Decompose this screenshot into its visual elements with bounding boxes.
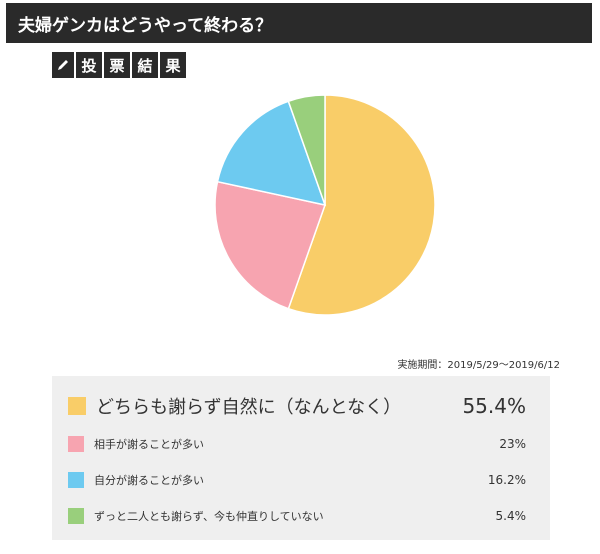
pie-chart — [214, 94, 436, 316]
survey-period: 実施期間：2019/5/29〜2019/6/12 — [397, 360, 560, 371]
legend-item-2: 相手が謝ることが多い 23% — [68, 426, 526, 462]
legend-swatch-1 — [68, 397, 86, 415]
legend-swatch-3 — [68, 472, 84, 488]
legend-swatch-2 — [68, 436, 84, 452]
legend-value-4: 5.4% — [495, 509, 527, 523]
legend: どちらも謝らず自然に（なんとなく） 55.4% 相手が謝ることが多い 23% 自… — [52, 376, 550, 540]
legend-label-4: ずっと二人とも謝らず、今も仲直りしていない — [94, 510, 324, 523]
pencil-icon — [52, 52, 74, 78]
badge-char-3: 結 — [132, 52, 158, 78]
legend-label-1: どちらも謝らず自然に（なんとなく） — [96, 397, 402, 418]
badge-char-2: 票 — [104, 52, 130, 78]
legend-swatch-4 — [68, 508, 84, 524]
badge-char-4: 果 — [160, 52, 186, 78]
pie-slice-4 — [287, 94, 326, 206]
vote-result-badge: 投 票 結 果 — [52, 52, 186, 78]
legend-item-1: どちらも謝らず自然に（なんとなく） 55.4% — [68, 386, 526, 426]
legend-value-3: 16.2% — [487, 473, 526, 487]
legend-label-2: 相手が謝ることが多い — [94, 438, 204, 451]
badge-char-1: 投 — [76, 52, 102, 78]
pie-slice-3 — [216, 100, 327, 207]
legend-value-2: 23% — [499, 437, 526, 451]
page-title: 夫婦ゲンカはどうやって終わる？ — [6, 3, 592, 43]
pie-slice-2 — [214, 180, 326, 310]
legend-label-3: 自分が謝ることが多い — [94, 474, 204, 487]
legend-value-1: 55.4% — [462, 394, 526, 418]
legend-item-3: 自分が謝ることが多い 16.2% — [68, 462, 526, 498]
legend-item-4: ずっと二人とも謝らず、今も仲直りしていない 5.4% — [68, 498, 526, 534]
